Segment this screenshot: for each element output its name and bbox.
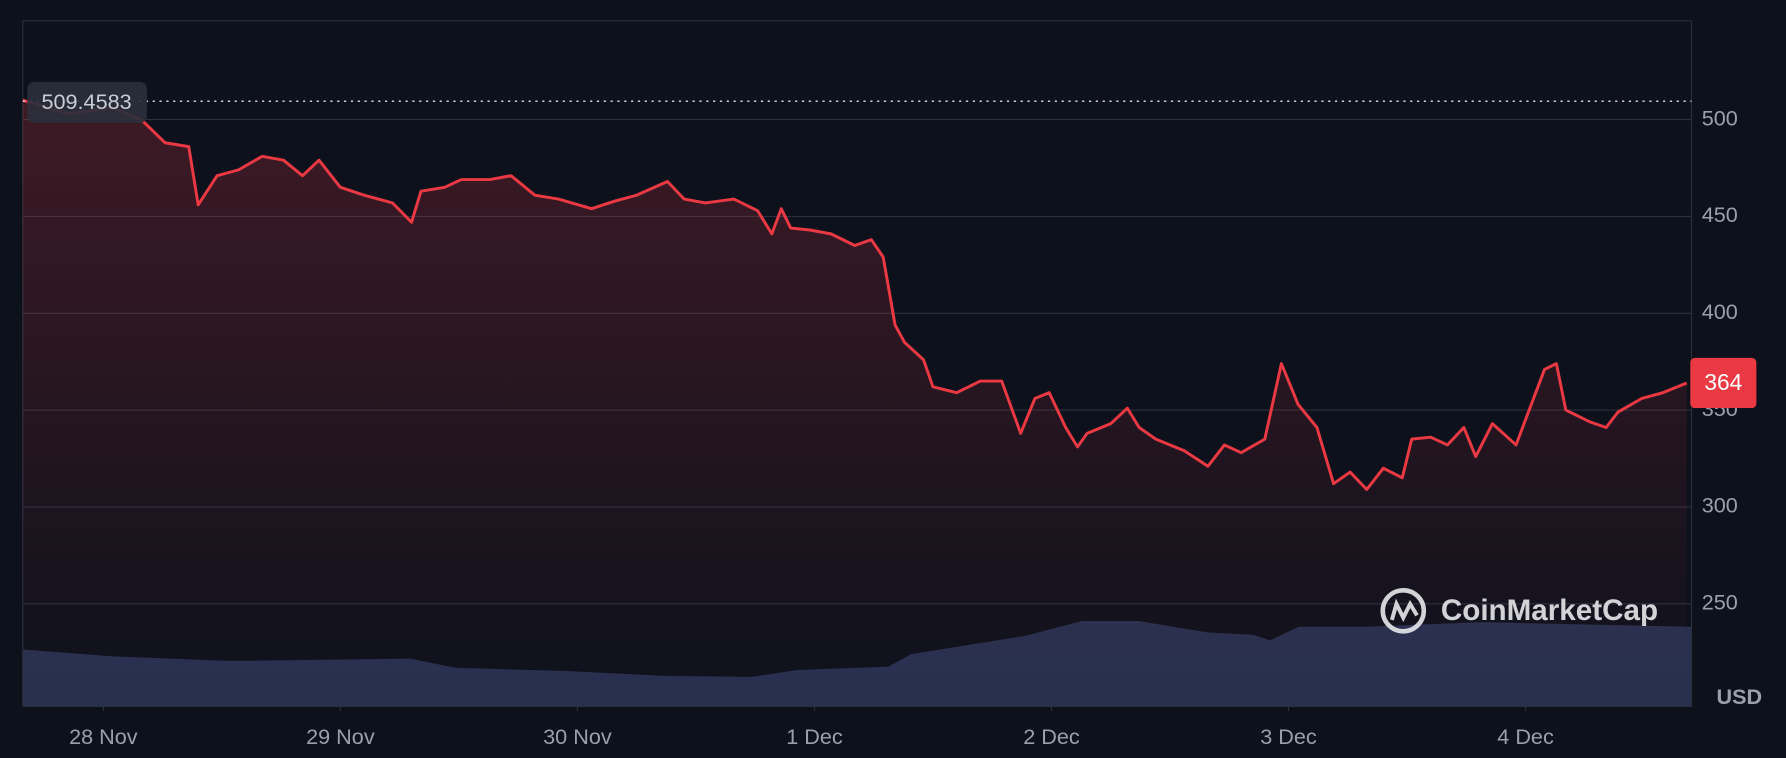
- current-price-label: 364: [1704, 369, 1742, 395]
- price-line: [22, 98, 1688, 491]
- x-tick-label: 30 Nov: [543, 724, 612, 749]
- y-tick-label: 450: [1702, 202, 1738, 227]
- watermark-logo: [1389, 598, 1419, 623]
- x-tick-label: 1 Dec: [786, 724, 843, 749]
- watermark: CoinMarketCap: [1380, 588, 1658, 634]
- y-tick-label: 300: [1702, 493, 1738, 518]
- watermark-logo: [1380, 588, 1427, 634]
- reference-label: 509.4583: [41, 89, 131, 114]
- x-tick-label: 3 Dec: [1260, 724, 1317, 749]
- x-tick-label: 2 Dec: [1023, 724, 1080, 749]
- x-tick-label: 28 Nov: [69, 724, 138, 749]
- y-tick-label: 500: [1702, 105, 1738, 130]
- y-tick-label: 400: [1702, 299, 1738, 324]
- watermark-text: CoinMarketCap: [1441, 594, 1658, 627]
- x-tick-label: 4 Dec: [1497, 724, 1554, 749]
- plot: [22, 98, 1688, 707]
- currency-label: USD: [1716, 684, 1762, 709]
- area-fill: [22, 100, 1687, 707]
- reference-label-box: [27, 81, 147, 123]
- y-tick-label: 250: [1702, 590, 1738, 615]
- x-tick-label: 29 Nov: [306, 724, 375, 749]
- current-price-badge: [1690, 357, 1757, 409]
